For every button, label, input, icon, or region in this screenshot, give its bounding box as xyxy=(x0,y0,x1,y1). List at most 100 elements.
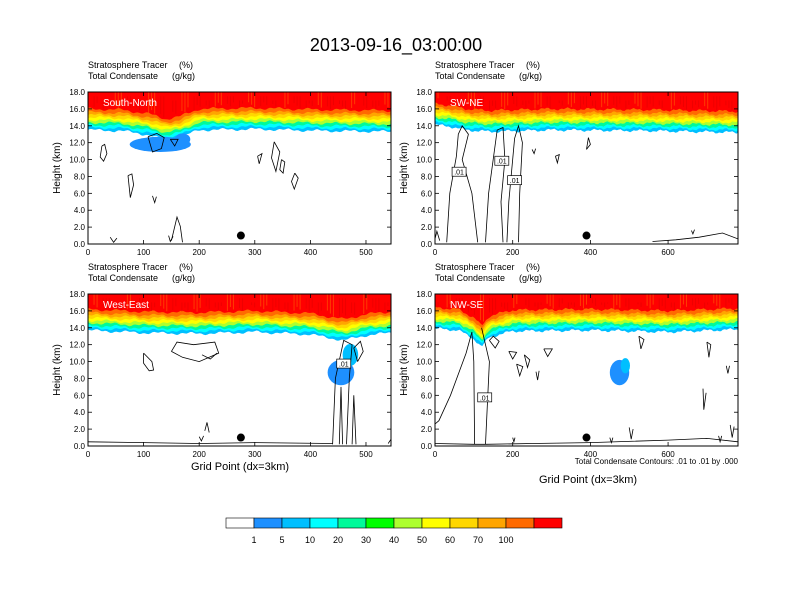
x-tick-label: 200 xyxy=(506,450,520,459)
x-tick-label: 200 xyxy=(193,248,207,257)
condensate-contour xyxy=(353,340,364,362)
y-tick-label: 6.0 xyxy=(421,391,433,400)
plot-area: .01 xyxy=(88,294,391,446)
y-tick-label: 14.0 xyxy=(416,324,432,333)
y-tick-label: 18.0 xyxy=(416,290,432,299)
panel-label-condensate: Total Condensate xyxy=(88,273,158,283)
panel-label-tracer: Stratosphere Tracer xyxy=(435,262,515,272)
y-tick-label: 14.0 xyxy=(69,122,85,131)
colorbar-label: 20 xyxy=(333,535,343,545)
condensate-contour xyxy=(523,354,531,369)
condensate-contour xyxy=(638,335,645,350)
contour-label-box xyxy=(507,175,522,186)
y-tick-label: 6.0 xyxy=(74,391,86,400)
y-tick-label: 4.0 xyxy=(421,408,433,417)
condensate-contour xyxy=(531,148,536,155)
condensate-contour xyxy=(99,143,108,162)
location-marker xyxy=(236,433,245,442)
y-tick-label: 2.0 xyxy=(421,223,433,232)
y-tick-label: 2.0 xyxy=(74,223,86,232)
contour-label: .01 xyxy=(339,362,349,369)
x-tick-label: 400 xyxy=(304,450,318,459)
condensate-contour xyxy=(338,386,343,445)
condensate-contour xyxy=(485,126,506,243)
location-marker xyxy=(582,231,591,240)
condensate-contour xyxy=(109,236,118,243)
colorbar-label: 30 xyxy=(361,535,371,545)
panel-units-condensate: (g/kg) xyxy=(172,71,195,81)
condensate-contour xyxy=(516,363,524,378)
x-tick-label: 0 xyxy=(433,450,438,459)
colorbar-label: 60 xyxy=(445,535,455,545)
colorbar-label: 10 xyxy=(305,535,315,545)
condensate-contour xyxy=(435,437,738,445)
colorbar-swatch xyxy=(365,517,395,529)
y-tick-label: 10.0 xyxy=(69,156,85,165)
x-tick-label: 600 xyxy=(661,450,675,459)
y-tick-label: 2.0 xyxy=(74,425,86,434)
y-tick-label: 6.0 xyxy=(421,189,433,198)
panel-name: West-East xyxy=(103,300,149,311)
x-tick-label: 100 xyxy=(137,248,151,257)
colorbar-swatch xyxy=(281,517,311,529)
contour-label-box xyxy=(336,358,352,369)
condensate-contour xyxy=(446,125,479,243)
condensate-contour xyxy=(171,341,220,363)
condensate-contour xyxy=(147,132,165,153)
colorbar-swatch xyxy=(505,517,535,529)
y-tick-label: 12.0 xyxy=(416,139,432,148)
y-tick-label: 8.0 xyxy=(421,172,433,181)
y-tick-label: 18.0 xyxy=(416,88,432,97)
condensate-contour xyxy=(535,370,540,381)
contour-label: .01 xyxy=(454,170,464,177)
condensate-contour xyxy=(555,153,560,165)
y-tick-label: 10.0 xyxy=(416,358,432,367)
y-tick-label: 0.0 xyxy=(421,442,433,451)
y-tick-label: 4.0 xyxy=(74,408,86,417)
condensate-contour xyxy=(725,365,730,374)
panel-south-north: South-North Stratosphere Tracer (%) Total C… xyxy=(52,60,392,257)
x-axis-label-left: Grid Point (dx=3km) xyxy=(191,461,289,473)
colorbar-label: 50 xyxy=(417,535,427,545)
colorbar-swatch xyxy=(477,517,507,529)
y-tick-label: 16.0 xyxy=(69,307,85,316)
condensate-contour xyxy=(481,327,490,445)
plot-area: .01 xyxy=(435,294,738,446)
condensate-contour xyxy=(198,435,204,442)
condensate-contour xyxy=(718,435,723,444)
y-tick-label: 8.0 xyxy=(74,374,86,383)
plot-area xyxy=(88,92,391,244)
plot-frame xyxy=(434,293,739,447)
panel-units-tracer: (%) xyxy=(526,262,540,272)
x-tick-label: 500 xyxy=(359,248,373,257)
x-tick-label: 400 xyxy=(584,450,598,459)
y-tick-label: 0.0 xyxy=(74,442,86,451)
y-tick-label: 14.0 xyxy=(69,324,85,333)
tracer-blob xyxy=(620,358,631,374)
condensate-contour xyxy=(152,195,157,204)
x-tick-label: 300 xyxy=(248,248,262,257)
x-tick-label: 0 xyxy=(86,248,91,257)
condensate-contour xyxy=(691,229,695,235)
panel-label-tracer: Stratosphere Tracer xyxy=(435,60,515,70)
contour-label: .01 xyxy=(497,159,507,166)
location-marker xyxy=(236,231,245,240)
colorbar: 1 5 10 20 30 40 50 60 70 100 xyxy=(225,517,563,545)
colorbar-swatch xyxy=(421,517,451,529)
condensate-contour xyxy=(543,348,554,358)
condensate-contour xyxy=(169,138,179,147)
y-tick-label: 2.0 xyxy=(421,425,433,434)
colorbar-swatch xyxy=(225,517,255,529)
condensate-contour xyxy=(257,152,263,164)
x-tick-label: 0 xyxy=(433,248,438,257)
y-tick-label: 8.0 xyxy=(74,172,86,181)
tracer-blob xyxy=(174,133,191,146)
condensate-contour xyxy=(332,339,353,445)
contour-label-box xyxy=(494,155,510,166)
panel-label-condensate: Total Condensate xyxy=(435,273,505,283)
condensate-contour xyxy=(586,137,591,150)
y-tick-label: 14.0 xyxy=(416,122,432,131)
x-axis-label-right: Grid Point (dx=3km) xyxy=(539,474,637,486)
panel-nw-se: .01 NW-SE Stratosphere Tracer (%) Total Cond… xyxy=(399,262,739,459)
